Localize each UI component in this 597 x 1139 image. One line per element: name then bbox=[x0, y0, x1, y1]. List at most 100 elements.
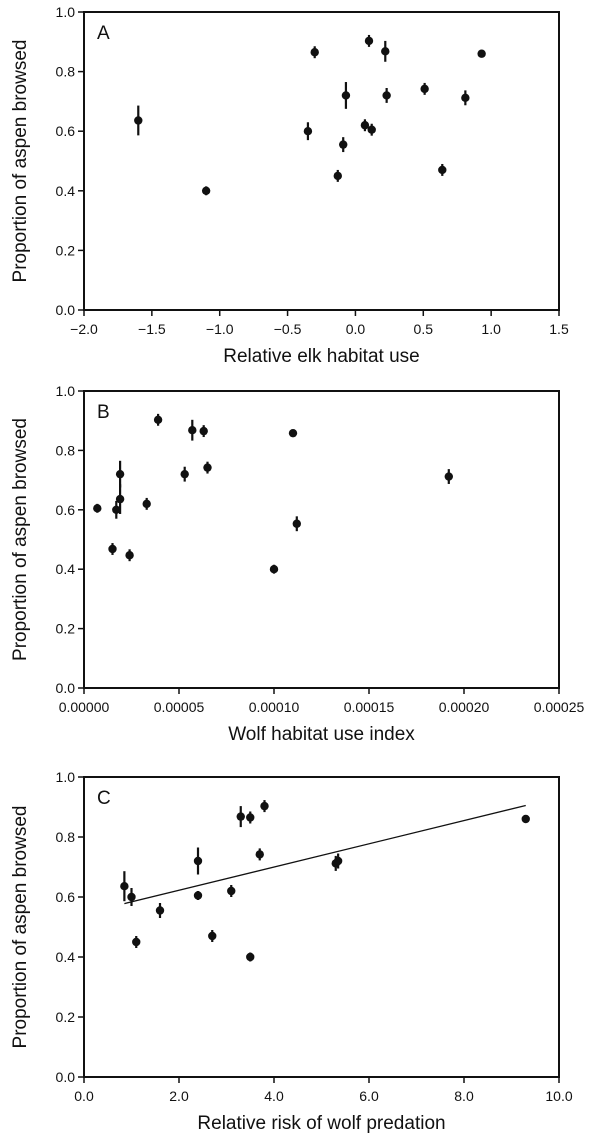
x-tick-label: 0.00000 bbox=[59, 699, 110, 715]
x-tick-label: 2.0 bbox=[169, 1088, 189, 1104]
x-axis-title: Relative risk of wolf predation bbox=[197, 1113, 445, 1134]
y-tick-label: 0.6 bbox=[56, 889, 76, 905]
data-point bbox=[203, 463, 212, 472]
x-tick-label: 1.5 bbox=[549, 321, 569, 337]
data-point bbox=[155, 906, 165, 915]
x-tick-label: 0.00025 bbox=[534, 699, 585, 715]
y-tick-label: 0.8 bbox=[56, 442, 76, 458]
y-tick-label: 0.0 bbox=[56, 302, 76, 318]
data-point bbox=[142, 499, 151, 509]
panel-c: C 0.0 2.0 4.0 6.0 8.0 10.0 0.0 0.2 0.4 0.6 0.8 1.0 Re… bbox=[10, 769, 573, 1134]
data-point bbox=[115, 469, 125, 479]
plot-frame bbox=[83, 390, 560, 689]
data-point bbox=[246, 952, 255, 962]
data-point bbox=[227, 886, 236, 896]
data-point bbox=[188, 426, 197, 435]
data-point bbox=[246, 813, 255, 822]
data-point bbox=[260, 801, 269, 811]
data-point bbox=[132, 937, 141, 947]
x-tick-label: 0.0 bbox=[346, 321, 366, 337]
x-tick-label: 0.0 bbox=[74, 1088, 94, 1104]
data-point bbox=[288, 428, 298, 438]
x-tick-label: 10.0 bbox=[545, 1088, 572, 1104]
x-tick-label: 1.0 bbox=[481, 321, 501, 337]
data-point bbox=[208, 931, 217, 941]
data-point bbox=[199, 426, 208, 436]
y-tick-label: 0.8 bbox=[56, 829, 76, 845]
data-point bbox=[339, 140, 348, 149]
x-tick-label: 8.0 bbox=[454, 1088, 474, 1104]
data-point bbox=[382, 91, 391, 100]
data-point bbox=[269, 565, 279, 574]
data-point bbox=[292, 519, 301, 528]
data-point bbox=[367, 125, 376, 134]
plot-frame bbox=[83, 11, 560, 311]
y-tick-label: 1.0 bbox=[56, 4, 76, 20]
data-point bbox=[341, 91, 351, 100]
y-tick-label: 0.2 bbox=[56, 621, 76, 637]
data-point bbox=[444, 472, 453, 481]
data-point bbox=[112, 505, 121, 514]
data-point bbox=[193, 891, 203, 900]
data-point bbox=[438, 165, 447, 175]
data-point bbox=[180, 469, 189, 479]
y-tick-label: 0.6 bbox=[56, 123, 76, 139]
panel-letter: C bbox=[97, 788, 111, 809]
x-tick-label: −1.0 bbox=[206, 321, 234, 337]
data-point bbox=[201, 186, 211, 195]
data-point bbox=[125, 551, 134, 560]
x-tick-label: 0.5 bbox=[414, 321, 434, 337]
y-axis-title: Proportion of aspen browsed bbox=[10, 418, 31, 661]
data-point bbox=[364, 36, 374, 46]
data-point bbox=[115, 494, 125, 504]
data-point bbox=[134, 116, 143, 125]
y-tick-label: 0.8 bbox=[56, 64, 76, 80]
x-tick-label: 0.00015 bbox=[344, 699, 395, 715]
data-point bbox=[521, 814, 530, 824]
x-tick-label: −0.5 bbox=[274, 321, 302, 337]
data-point bbox=[255, 850, 264, 859]
data-point bbox=[333, 171, 342, 181]
data-point bbox=[310, 48, 319, 57]
y-tick-label: 0.4 bbox=[56, 183, 76, 199]
panel-letter: B bbox=[97, 402, 110, 423]
x-tick-label: −1.5 bbox=[138, 321, 166, 337]
x-axis-title: Relative elk habitat use bbox=[223, 346, 419, 367]
x-tick-label: 0.00005 bbox=[154, 699, 205, 715]
y-tick-label: 1.0 bbox=[56, 769, 76, 785]
data-point bbox=[108, 544, 117, 554]
x-tick-label: 0.00010 bbox=[249, 699, 300, 715]
data-point bbox=[360, 121, 370, 130]
regression-line bbox=[124, 804, 526, 905]
data-point bbox=[153, 415, 163, 425]
x-axis-title: Wolf habitat use index bbox=[228, 724, 415, 745]
y-tick-label: 0.0 bbox=[56, 680, 76, 696]
x-tick-label: 0.00020 bbox=[439, 699, 490, 715]
data-point bbox=[461, 93, 470, 103]
data-point bbox=[120, 882, 129, 891]
y-tick-label: 0.6 bbox=[56, 502, 76, 518]
data-point bbox=[93, 504, 102, 513]
y-axis-title: Proportion of aspen browsed bbox=[10, 40, 31, 283]
data-point bbox=[303, 127, 313, 136]
y-tick-label: 1.0 bbox=[56, 383, 76, 399]
y-tick-label: 0.4 bbox=[56, 949, 76, 965]
y-axis-title: Proportion of aspen browsed bbox=[10, 806, 31, 1049]
y-tick-label: 0.4 bbox=[56, 561, 76, 577]
data-point bbox=[127, 892, 136, 902]
x-tick-label: −2.0 bbox=[70, 321, 98, 337]
panel-a: A −2.0 −1.5 −1.0 −0.5 0.0 0.5 1.0 1.5 0.0 0.2 0.4 0.… bbox=[10, 4, 569, 367]
data-point bbox=[193, 856, 203, 866]
data-point bbox=[333, 856, 343, 866]
data-point bbox=[477, 49, 486, 58]
y-tick-label: 0.2 bbox=[56, 1009, 76, 1025]
x-tick-label: 6.0 bbox=[359, 1088, 379, 1104]
plot-frame bbox=[83, 776, 560, 1078]
y-tick-label: 0.0 bbox=[56, 1069, 76, 1085]
y-tick-label: 0.2 bbox=[56, 242, 76, 258]
data-point bbox=[420, 84, 429, 94]
data-point bbox=[236, 812, 245, 821]
panel-b: B0.00000 0.00005 0.00010 0.00015 0.00020 0.00… bbox=[10, 383, 585, 745]
data-point bbox=[381, 47, 390, 56]
panel-letter: A bbox=[97, 23, 110, 44]
